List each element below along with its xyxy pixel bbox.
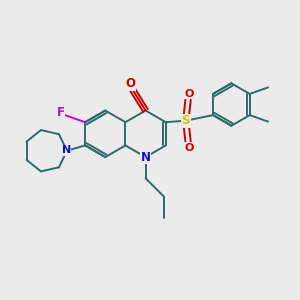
Text: O: O [125, 77, 135, 90]
Text: N: N [62, 145, 71, 155]
Text: S: S [182, 114, 190, 127]
Text: O: O [185, 143, 194, 153]
Text: N: N [141, 151, 151, 164]
Text: F: F [56, 106, 64, 119]
Text: O: O [185, 88, 194, 99]
